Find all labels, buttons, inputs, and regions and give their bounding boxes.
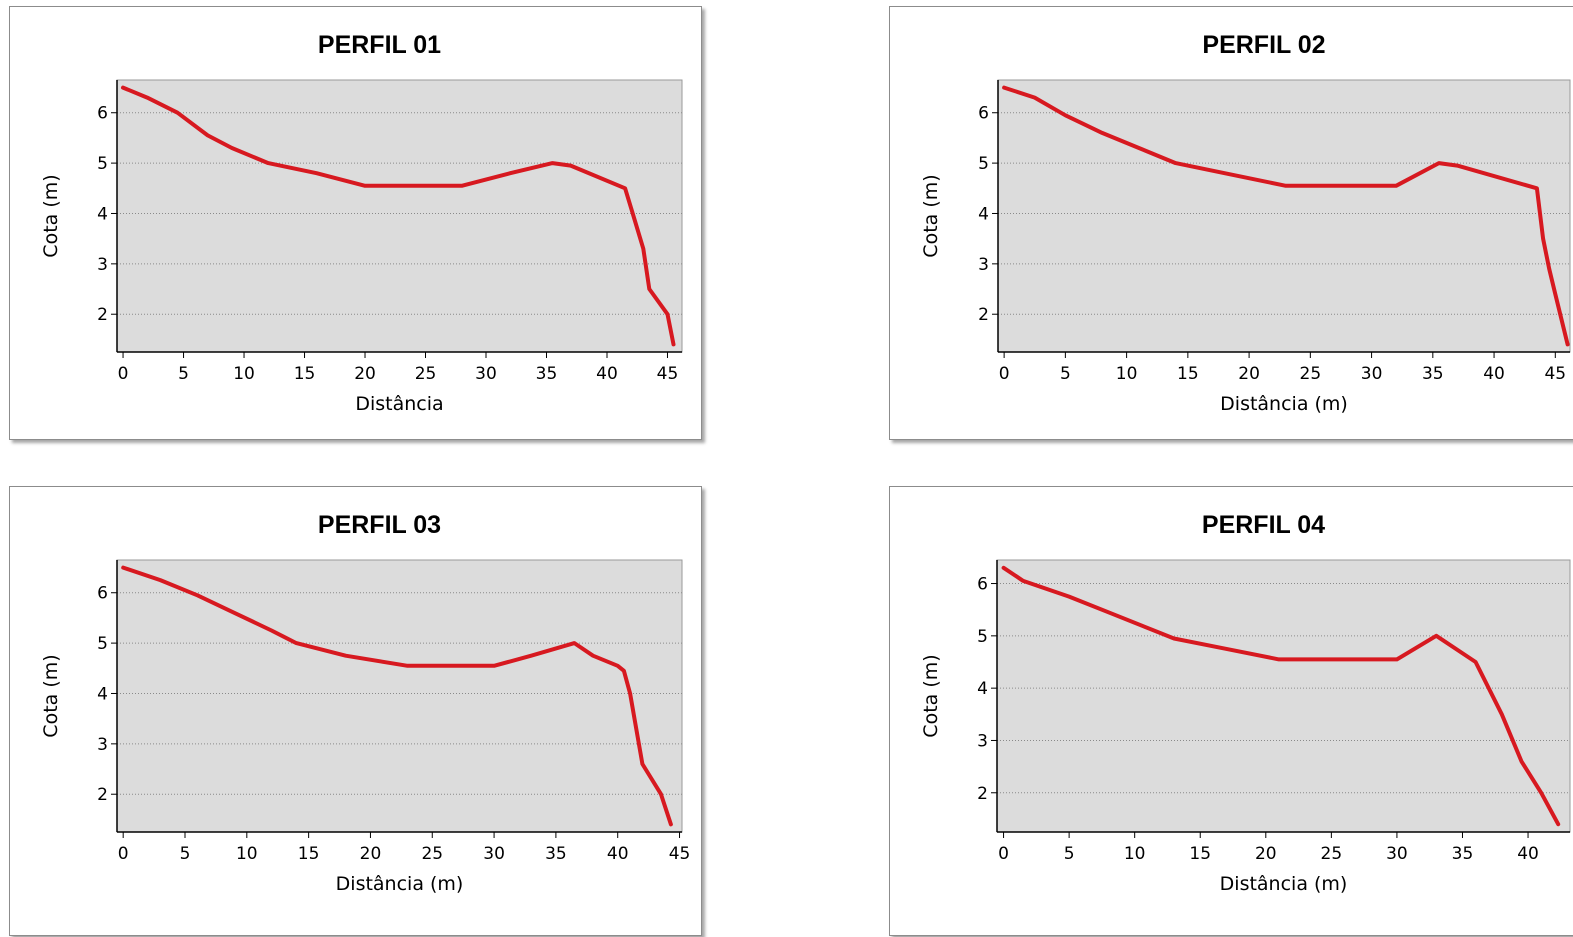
- x-tick-label: 5: [1064, 844, 1075, 864]
- x-axis-label: Distância (m): [1220, 873, 1348, 895]
- x-tick-label: 40: [607, 844, 629, 864]
- series-line: [1001, 565, 1561, 827]
- x-tick-label: 35: [536, 364, 558, 384]
- x-tick-label: 10: [236, 844, 258, 864]
- chart-panel-perfil-01: PERFIL 01 2 3 4 5 6 0 5 10 15 20 25 30 35 40 45 Distânci…: [9, 6, 702, 440]
- chart-panel-perfil-02: PERFIL 02 2 3 4 5 6 0 5 10 15 20 25 30 35 40 45 Distânci…: [889, 6, 1573, 440]
- y-tick-label: 4: [978, 204, 989, 224]
- x-tick-label: 30: [475, 364, 497, 384]
- plot-area: [116, 79, 683, 353]
- x-tick-label: 5: [180, 844, 191, 864]
- series-line: [121, 85, 676, 347]
- y-tick-label: 4: [977, 679, 988, 699]
- y-axis-label: Cota (m): [40, 654, 62, 737]
- x-tick-label: 5: [1060, 364, 1071, 384]
- x-tick-label: 10: [233, 364, 255, 384]
- x-tick-label: 0: [999, 364, 1010, 384]
- chart-panel-perfil-04: PERFIL 04 2 3 4 5 6 0 5 10 15 20 25 30 35 40 Distância …: [889, 486, 1573, 936]
- line-chart-perfil-04: PERFIL 04 2 3 4 5 6 0 5 10 15 20 25 30 35 40 Distância …: [920, 511, 1571, 895]
- plot-area: [116, 559, 683, 833]
- x-tick-label: 40: [1517, 844, 1539, 864]
- x-tick-label: 15: [294, 364, 316, 384]
- y-axis-label: Cota (m): [920, 174, 942, 257]
- x-tick-label: 40: [1483, 364, 1505, 384]
- y-tick-label: 5: [977, 627, 988, 647]
- y-tick-label: 2: [97, 785, 108, 805]
- y-tick-label: 3: [978, 255, 989, 275]
- x-tick-label: 45: [1544, 364, 1566, 384]
- x-tick-label: 10: [1116, 364, 1138, 384]
- x-tick-label: 25: [1300, 364, 1322, 384]
- x-tick-label: 35: [1422, 364, 1444, 384]
- x-tick-label: 40: [596, 364, 618, 384]
- x-tick-label: 10: [1124, 844, 1146, 864]
- y-tick-label: 2: [977, 784, 988, 804]
- x-tick-label: 45: [657, 364, 679, 384]
- series-line: [121, 565, 673, 827]
- y-tick-label: 5: [97, 154, 108, 174]
- y-tick-label: 4: [97, 204, 108, 224]
- y-tick-label: 4: [97, 684, 108, 704]
- y-tick-label: 5: [978, 154, 989, 174]
- chart-title: PERFIL 03: [318, 511, 441, 539]
- x-tick-label: 0: [998, 844, 1009, 864]
- x-tick-label: 25: [415, 364, 437, 384]
- x-tick-label: 15: [1177, 364, 1199, 384]
- x-tick-label: 20: [354, 364, 376, 384]
- x-tick-label: 15: [298, 844, 320, 864]
- x-tick-label: 20: [360, 844, 382, 864]
- x-tick-label: 30: [1361, 364, 1383, 384]
- x-tick-label: 0: [118, 844, 129, 864]
- chart-title: PERFIL 01: [318, 31, 441, 59]
- y-tick-label: 2: [978, 305, 989, 325]
- x-tick-label: 30: [483, 844, 505, 864]
- chart-panel-perfil-03: PERFIL 03 2 3 4 5 6 0 5 10 15 20 25 30 35 40 45 Distânci…: [9, 486, 702, 936]
- x-axis-label: Distância (m): [336, 873, 464, 895]
- y-tick-label: 5: [97, 634, 108, 654]
- chart-title: PERFIL 04: [1202, 511, 1325, 539]
- y-tick-label: 3: [97, 255, 108, 275]
- y-tick-label: 6: [97, 584, 108, 604]
- x-tick-label: 35: [545, 844, 567, 864]
- y-tick-label: 6: [97, 104, 108, 124]
- x-tick-label: 20: [1255, 844, 1277, 864]
- x-axis-label: Distância (m): [1220, 393, 1348, 415]
- x-tick-label: 20: [1238, 364, 1260, 384]
- x-axis-label: Distância: [355, 393, 443, 415]
- plot-area: [997, 79, 1571, 353]
- y-axis-label: Cota (m): [40, 174, 62, 257]
- y-tick-label: 6: [978, 104, 989, 124]
- y-tick-label: 3: [97, 735, 108, 755]
- x-tick-label: 25: [1321, 844, 1343, 864]
- y-axis-label: Cota (m): [920, 654, 942, 737]
- x-tick-label: 15: [1189, 844, 1211, 864]
- y-tick-label: 2: [97, 305, 108, 325]
- x-tick-label: 30: [1386, 844, 1408, 864]
- x-tick-label: 0: [118, 364, 129, 384]
- x-tick-label: 35: [1452, 844, 1474, 864]
- y-tick-label: 3: [977, 731, 988, 751]
- series-line: [1002, 85, 1570, 347]
- chart-title: PERFIL 02: [1202, 31, 1325, 59]
- x-tick-label: 5: [178, 364, 189, 384]
- x-tick-label: 25: [421, 844, 443, 864]
- y-tick-label: 6: [977, 575, 988, 595]
- x-tick-label: 45: [669, 844, 691, 864]
